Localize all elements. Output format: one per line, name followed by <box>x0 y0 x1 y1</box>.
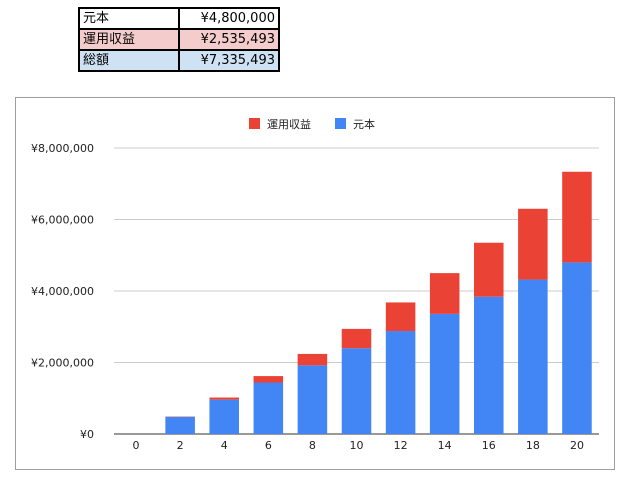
chart-container: 運用収益 元本 ¥0 ¥2,000,000 ¥4,000,000 ¥6,000,000 ¥… <box>15 97 615 470</box>
chart-bars <box>165 171 592 434</box>
bar-returns[interactable] <box>209 397 239 400</box>
x-tick-label: 14 <box>438 439 452 452</box>
legend-label: 元本 <box>353 117 375 131</box>
bar-returns[interactable] <box>518 208 548 280</box>
summary-table: 元本 ¥4,800,000 運用収益 ¥2,535,493 総額 ¥7,335,… <box>78 7 280 72</box>
x-tick-label: 4 <box>221 439 228 452</box>
legend-swatch <box>335 118 346 129</box>
bar-principal[interactable] <box>341 348 372 434</box>
x-tick-label: 18 <box>526 439 540 452</box>
bar-returns[interactable] <box>429 273 460 314</box>
summary-value: ¥2,535,493 <box>178 28 280 51</box>
y-tick-label: ¥6,000,000 <box>31 214 94 227</box>
x-tick-label: 20 <box>570 439 584 452</box>
legend-label: 運用収益 <box>267 117 311 131</box>
bar-returns[interactable] <box>474 242 504 297</box>
y-tick-label: ¥0 <box>80 428 94 441</box>
bar-principal[interactable] <box>297 365 328 434</box>
x-tick-label: 10 <box>350 439 364 452</box>
bar-returns[interactable] <box>341 328 372 349</box>
legend-swatch <box>249 118 260 129</box>
summary-label: 総額 <box>78 49 180 72</box>
x-tick-label: 12 <box>394 439 408 452</box>
bar-principal[interactable] <box>209 399 239 434</box>
y-tick-label: ¥4,000,000 <box>31 285 94 298</box>
y-axis: ¥0 ¥2,000,000 ¥4,000,000 ¥6,000,000 ¥8,000,0… <box>31 142 94 441</box>
bar-returns[interactable] <box>385 302 416 332</box>
x-tick-label: 2 <box>177 439 184 452</box>
summary-label: 運用収益 <box>78 28 180 51</box>
bar-principal[interactable] <box>253 382 284 434</box>
bar-returns[interactable] <box>253 376 284 383</box>
bar-returns[interactable] <box>562 171 592 263</box>
bar-principal[interactable] <box>429 313 460 434</box>
bar-principal[interactable] <box>165 416 195 434</box>
chart-legend: 運用収益 元本 <box>249 117 375 131</box>
x-tick-label: 6 <box>265 439 272 452</box>
x-tick-label: 0 <box>133 439 140 452</box>
x-axis: 0 2 4 6 8 10 12 14 16 18 20 <box>133 439 584 452</box>
summary-value: ¥7,335,493 <box>178 49 280 72</box>
summary-row-returns: 運用収益 ¥2,535,493 <box>78 28 280 51</box>
summary-row-total: 総額 ¥7,335,493 <box>78 49 280 72</box>
y-tick-label: ¥8,000,000 <box>31 142 94 155</box>
summary-label: 元本 <box>78 7 180 30</box>
x-tick-label: 8 <box>309 439 316 452</box>
x-tick-label: 16 <box>482 439 496 452</box>
bar-principal[interactable] <box>385 331 416 434</box>
y-tick-label: ¥2,000,000 <box>31 357 94 370</box>
summary-row-principal: 元本 ¥4,800,000 <box>78 7 280 30</box>
bar-principal[interactable] <box>474 296 504 434</box>
stacked-bar-chart: 運用収益 元本 ¥0¥2,000,000¥4,000,000¥6,000,000¥… <box>31 117 599 452</box>
bar-principal[interactable] <box>518 279 548 434</box>
summary-value: ¥4,800,000 <box>178 7 280 30</box>
bar-returns[interactable] <box>297 353 328 366</box>
bar-principal[interactable] <box>562 262 592 434</box>
